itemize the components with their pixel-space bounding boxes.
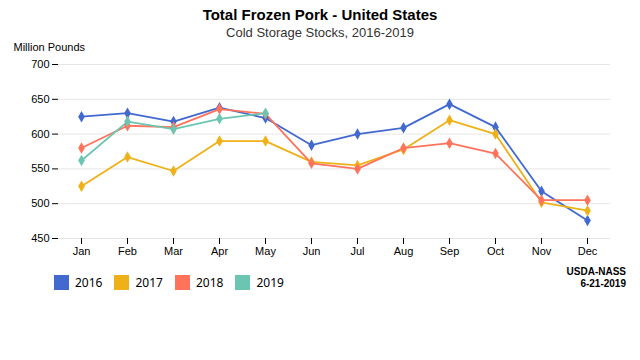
svg-text:600: 600 bbox=[31, 128, 49, 140]
html-text:Cold Storage Stocks, 2016-2019: Cold Storage Stocks, 2016-2019 bbox=[226, 25, 414, 40]
svg-text:Aug: Aug bbox=[394, 245, 414, 257]
svg-text:Feb: Feb bbox=[118, 245, 137, 257]
svg-text:550: 550 bbox=[31, 162, 49, 174]
svg-text:650: 650 bbox=[31, 93, 49, 105]
html-text:2017: 2017 bbox=[135, 274, 163, 291]
html-text:6-21-2019: 6-21-2019 bbox=[580, 278, 626, 289]
svg-text:Apr: Apr bbox=[211, 245, 228, 257]
svg-text:Nov: Nov bbox=[532, 245, 552, 257]
html-text:USDA-NASS: USDA-NASS bbox=[566, 266, 626, 277]
svg-text:Jul: Jul bbox=[350, 245, 364, 257]
svg-text:Jun: Jun bbox=[303, 245, 321, 257]
html-text:Total Frozen Pork - United Sta: Total Frozen Pork - United States bbox=[202, 6, 438, 23]
svg-text:Jan: Jan bbox=[73, 245, 91, 257]
html-text:2016: 2016 bbox=[75, 274, 103, 291]
svg-text:Oct: Oct bbox=[487, 245, 504, 257]
svg-text:Million Pounds: Million Pounds bbox=[14, 41, 86, 53]
svg-text:May: May bbox=[255, 245, 276, 257]
svg-text:500: 500 bbox=[31, 197, 49, 209]
svg-text:700: 700 bbox=[31, 58, 49, 70]
html-text:2018: 2018 bbox=[195, 274, 224, 291]
svg-text:Dec: Dec bbox=[578, 245, 598, 257]
html-text:2019: 2019 bbox=[256, 274, 284, 291]
svg-text:Mar: Mar bbox=[164, 245, 183, 257]
svg-text:450: 450 bbox=[31, 232, 49, 244]
svg-text:Sep: Sep bbox=[440, 245, 460, 257]
